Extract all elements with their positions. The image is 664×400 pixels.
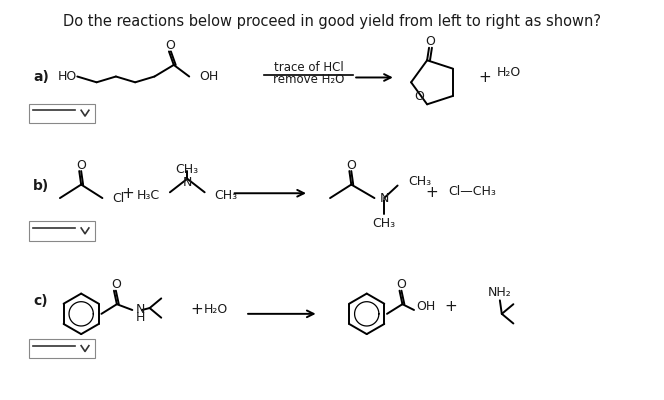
Bar [29,339,95,358]
Text: H₂O: H₂O [497,66,521,79]
Bar [29,104,95,123]
Text: remove H₂O: remove H₂O [273,73,345,86]
Text: H₃C: H₃C [137,189,160,202]
Text: O: O [165,39,175,52]
Text: CH₃: CH₃ [214,189,238,202]
Text: Cl: Cl [112,192,124,204]
Text: O: O [396,278,406,291]
Text: O: O [425,36,435,48]
Text: O: O [414,90,424,103]
Text: N: N [183,176,192,189]
Text: N: N [380,192,390,204]
Text: N: N [136,304,145,316]
Text: O: O [111,278,121,291]
Text: Do the reactions below proceed in good yield from left to right as shown?: Do the reactions below proceed in good y… [63,14,601,29]
Text: OH: OH [199,70,218,83]
Text: +: + [191,302,203,316]
Text: CH₃: CH₃ [408,175,432,188]
Text: +: + [425,185,438,200]
Text: O: O [76,159,86,172]
Text: +: + [121,186,134,201]
Text: CH₃: CH₃ [176,163,199,176]
Text: Cl—CH₃: Cl—CH₃ [448,185,495,198]
Text: H: H [136,311,145,324]
Text: HO: HO [58,70,77,83]
Text: trace of HCl: trace of HCl [274,61,344,74]
Text: b): b) [33,178,49,192]
Text: CH₃: CH₃ [373,217,396,230]
Text: +: + [478,70,491,85]
Text: +: + [444,299,457,314]
Text: OH: OH [416,300,435,313]
Bar [29,221,95,240]
Text: NH₂: NH₂ [488,286,512,299]
Text: O: O [347,159,356,172]
Text: c): c) [33,294,48,308]
Text: a): a) [33,70,48,84]
Text: H₂O: H₂O [204,302,228,316]
